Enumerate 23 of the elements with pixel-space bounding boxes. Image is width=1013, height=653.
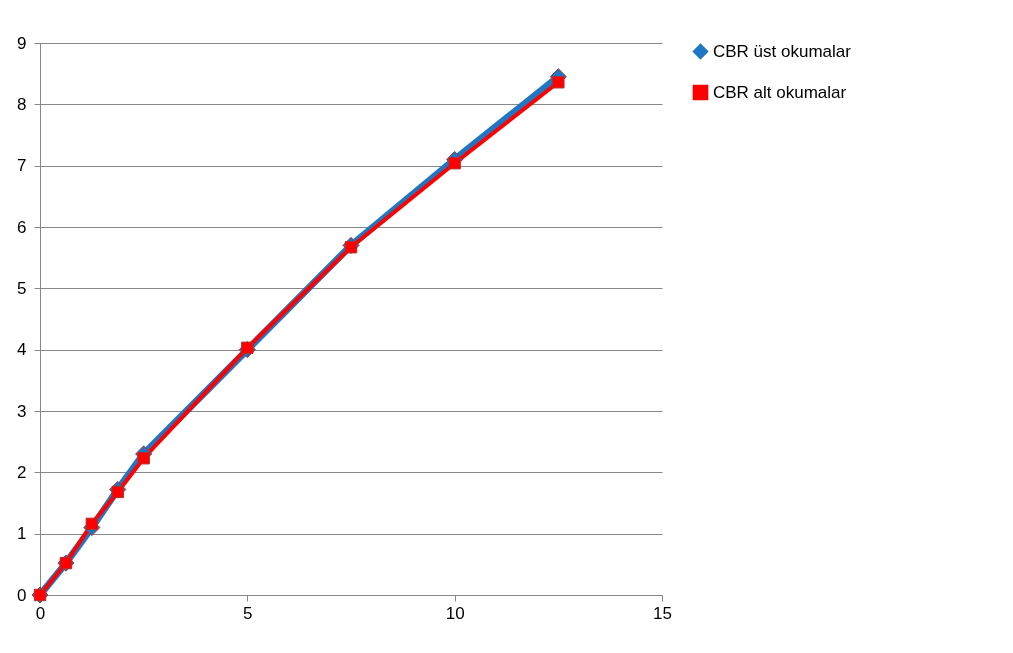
y-tick-label: 3 (17, 401, 27, 421)
point (552, 76, 565, 89)
y-tick-label: 2 (17, 462, 27, 482)
y-tick-label: 4 (17, 340, 27, 360)
x-tick-label: 0 (35, 603, 46, 623)
y-tick-label: 8 (17, 94, 27, 114)
point (111, 485, 124, 499)
point (137, 452, 150, 465)
y-tick-label: 7 (17, 156, 27, 176)
x-tick-label: 15 (653, 603, 672, 623)
y-tick-label: 9 (17, 33, 27, 53)
x-tick-label: 10 (445, 603, 465, 623)
legend-label: CBR alt okumalar (713, 82, 847, 102)
point (448, 157, 461, 170)
point (241, 341, 254, 355)
y-tick-label: 5 (17, 278, 27, 298)
y-tick-label: 0 (17, 585, 27, 605)
legend-label: CBR üst okumalar (713, 41, 852, 61)
point (344, 241, 358, 254)
y-tick-label: 1 (17, 524, 27, 544)
point (85, 517, 99, 531)
x-tick-label: 5 (243, 603, 253, 623)
y-tick-label: 6 (17, 217, 27, 237)
